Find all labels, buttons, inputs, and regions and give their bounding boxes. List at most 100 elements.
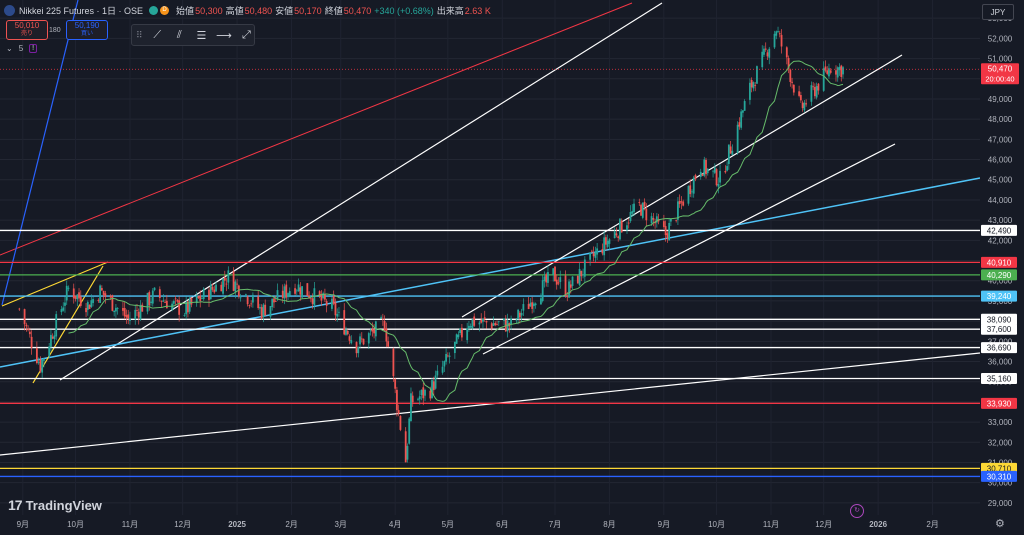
candle-body: [620, 220, 623, 233]
channel-upper-line[interactable]: [461, 54, 903, 318]
low-label: 安値: [275, 6, 294, 16]
level-label-background: [981, 397, 1017, 409]
candle-body: [113, 310, 116, 313]
candle-body: [111, 295, 114, 311]
candle-body: [726, 166, 728, 171]
candle-body: [727, 144, 730, 164]
candle-body: [387, 341, 390, 347]
candle-body: [86, 302, 89, 310]
candle-body: [468, 325, 470, 328]
yellow-channel-lower[interactable]: [32, 265, 104, 384]
candle-body: [348, 336, 351, 341]
candle-body: [434, 375, 437, 389]
candle-body: [225, 283, 228, 285]
candle-body: [72, 288, 75, 299]
candle-body: [299, 287, 302, 295]
candle-body: [754, 85, 757, 86]
candle-body: [109, 296, 112, 298]
time-tick-label: 10月: [67, 520, 84, 529]
candle-body: [583, 259, 586, 277]
candle-body: [750, 80, 753, 88]
candle-body: [613, 231, 616, 239]
candle-body: [308, 295, 311, 299]
symbol-title[interactable]: Nikkei 225 Futures · 1日 · OSE: [19, 6, 144, 16]
candle-body: [457, 334, 460, 338]
drawing-toolbar[interactable]: ⠿ ⟋ ⫽ ☰ ⟶ ⤢: [131, 24, 255, 46]
candle-body: [338, 311, 340, 313]
candle-body: [547, 272, 549, 283]
candle-body: [766, 52, 769, 57]
indicator-toggle-icon[interactable]: !: [29, 44, 38, 53]
white-trendline-upper[interactable]: [59, 2, 663, 381]
candle-body: [285, 284, 288, 298]
drag-handle-icon[interactable]: ⠿: [136, 29, 143, 40]
candle-body: [355, 342, 358, 354]
settings-gear-icon[interactable]: ⚙: [995, 518, 1005, 530]
candle-body: [654, 222, 656, 224]
horizontal-ray-tool-icon[interactable]: ⟶: [216, 29, 232, 42]
time-tick-label: 2月: [926, 520, 938, 529]
candle-body: [629, 211, 632, 222]
level-label-background: [981, 269, 1017, 281]
candle-body: [246, 296, 249, 305]
parallel-channel-tool-icon[interactable]: ⫽: [176, 28, 182, 41]
candle-body: [466, 328, 469, 341]
replay-icon[interactable]: ↻: [850, 504, 864, 518]
blue-trendline[interactable]: [1, 0, 79, 306]
candle-body: [209, 284, 212, 300]
currency-button[interactable]: JPY: [982, 4, 1014, 20]
sell-button[interactable]: 50,010 売り: [6, 20, 48, 40]
cyan-trendline[interactable]: [0, 177, 981, 368]
candle-body: [792, 84, 795, 93]
candle-body: [283, 286, 286, 299]
candle-body: [325, 301, 328, 306]
candle-body: [28, 331, 31, 335]
candle-body: [139, 304, 142, 320]
candle-body: [828, 68, 830, 77]
yellow-channel-upper[interactable]: [1, 261, 109, 307]
level-label-background: [981, 224, 1017, 236]
candle-body: [571, 276, 574, 286]
candle-body: [580, 270, 583, 277]
candle-body: [350, 340, 353, 344]
candle-body: [787, 58, 790, 69]
candle-body: [736, 124, 739, 153]
candle-body: [122, 307, 124, 311]
price-tick-label: 46,000: [988, 156, 1013, 165]
candle-body: [232, 271, 235, 291]
candle-body: [62, 307, 65, 311]
buy-button[interactable]: 50,190 買い: [66, 20, 108, 40]
level-label-background: [981, 372, 1017, 384]
price-tick-label: 49,000: [988, 95, 1013, 104]
candle-body: [742, 110, 744, 113]
candle-body: [689, 185, 692, 195]
time-tick-label: 10月: [708, 520, 725, 529]
white-trendline-lower[interactable]: [0, 352, 981, 456]
time-axis[interactable]: 9月 10月 11月 12月 2025 2月 3月 4月 5月 6月 7月 8月 9月 10月 11月 12月…: [17, 520, 939, 529]
candle-body: [840, 65, 843, 77]
collapse-icon[interactable]: ⌄: [6, 44, 13, 53]
candle-body: [655, 216, 658, 223]
horizontal-levels[interactable]: [0, 229, 980, 478]
red-trendline[interactable]: [0, 2, 633, 256]
candle-body: [287, 293, 289, 297]
trend-line-tool-icon[interactable]: ⟋: [153, 28, 162, 41]
candle-body: [568, 281, 570, 298]
price-tick-label: 48,000: [988, 115, 1013, 124]
candle-body: [578, 268, 581, 285]
time-tick-label: 4月: [389, 520, 401, 529]
candle-body: [417, 398, 419, 400]
delayed-data-icon: D: [160, 6, 170, 15]
candle-body: [678, 200, 681, 205]
candle-body: [443, 361, 446, 367]
candle-body: [650, 216, 653, 224]
candle-body: [471, 319, 474, 329]
candle-body: [178, 300, 181, 315]
volume-value: 2.63 K: [464, 5, 491, 16]
candle-body: [369, 330, 372, 332]
candle-body: [359, 336, 361, 345]
ray-tool-icon[interactable]: ⤢: [242, 28, 251, 41]
fib-tool-icon[interactable]: ☰: [196, 29, 207, 42]
candle-body: [381, 318, 384, 320]
